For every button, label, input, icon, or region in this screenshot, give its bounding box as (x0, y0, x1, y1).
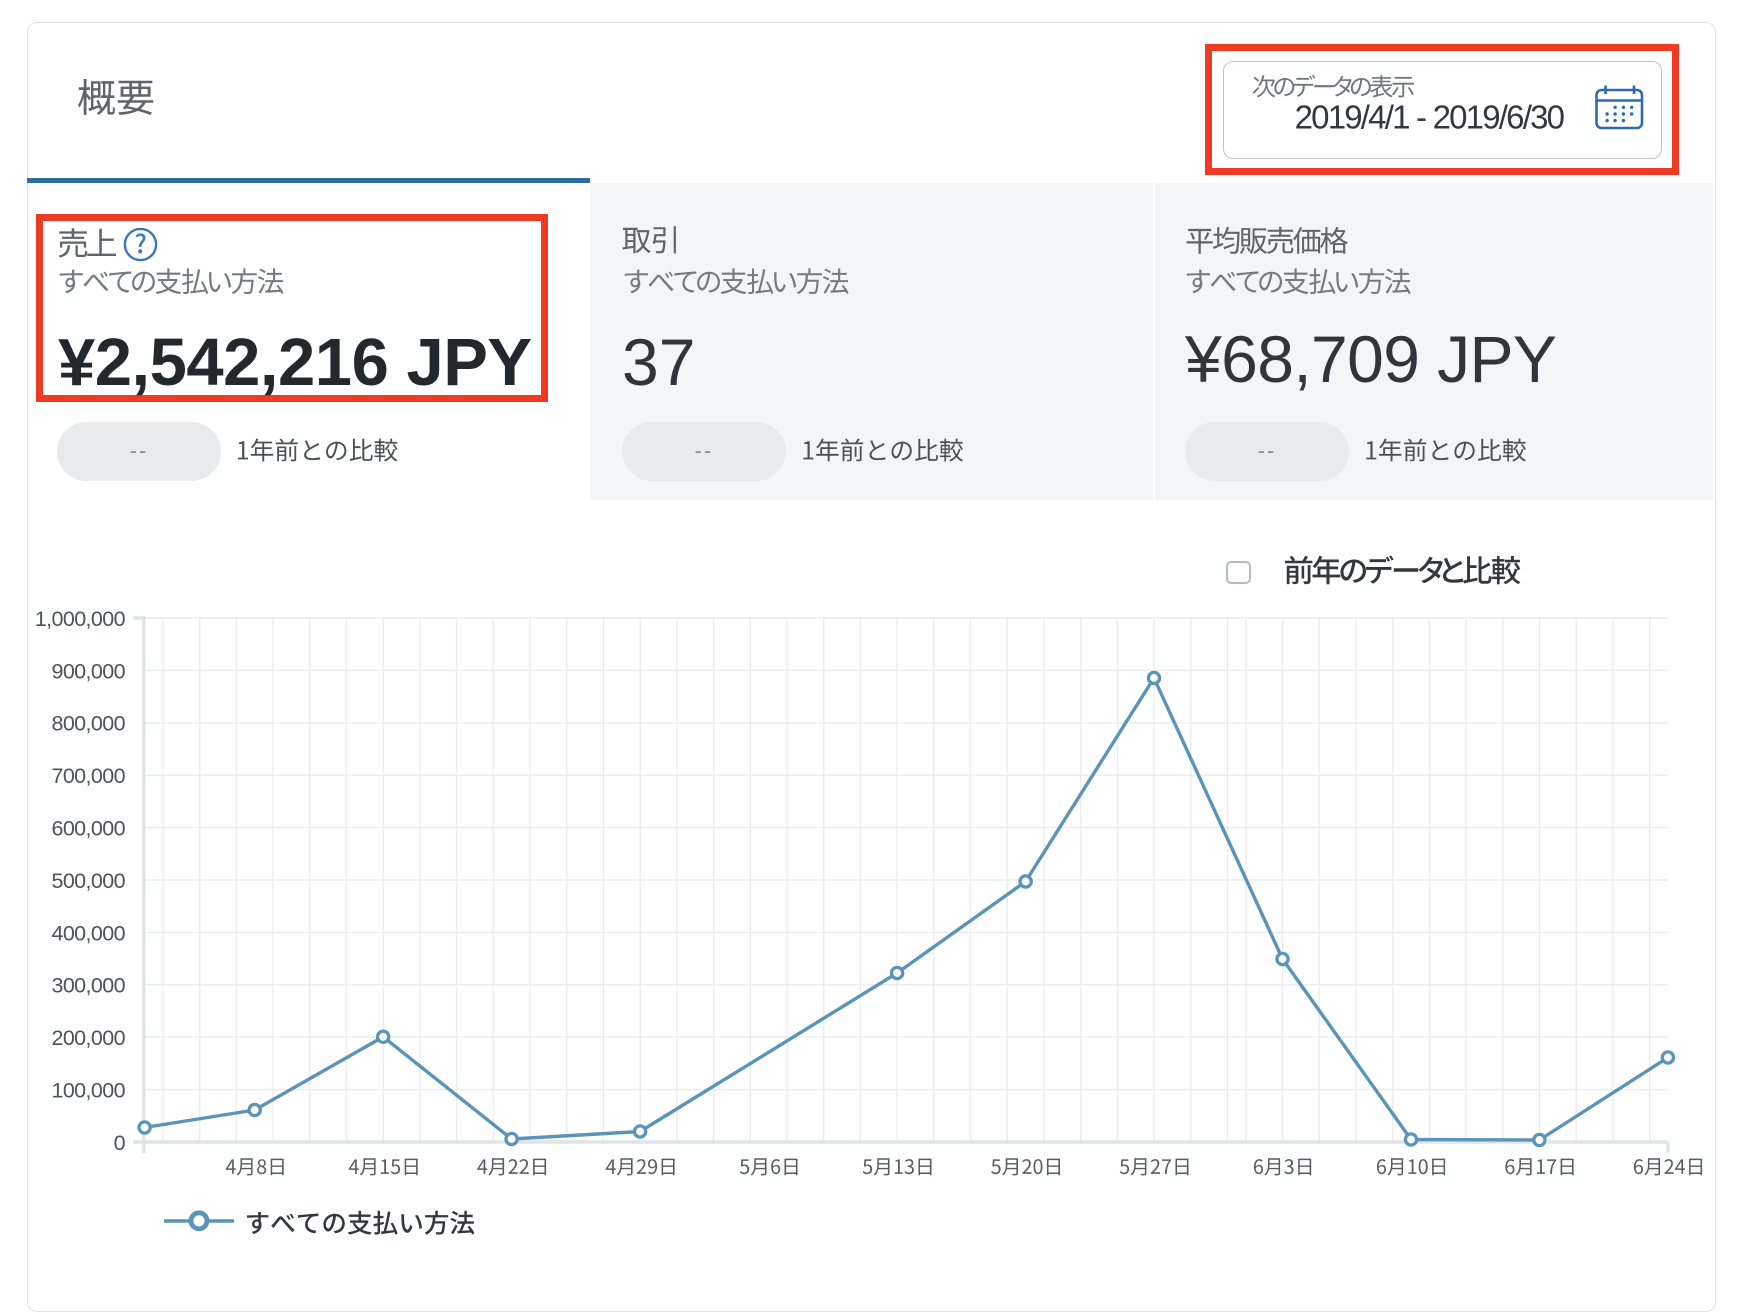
svg-text:700,000: 700,000 (51, 764, 125, 788)
svg-text:¥68,709 JPY: ¥68,709 JPY (1184, 322, 1556, 396)
svg-text:2019/4/1 - 2019/6/30: 2019/4/1 - 2019/6/30 (1295, 99, 1565, 136)
svg-text:500,000: 500,000 (51, 869, 125, 893)
svg-text:200,000: 200,000 (51, 1026, 125, 1050)
svg-text:800,000: 800,000 (51, 712, 125, 736)
svg-text:--: -- (695, 438, 714, 463)
svg-text:37: 37 (622, 325, 695, 399)
svg-text:400,000: 400,000 (51, 921, 125, 945)
svg-text:--: -- (130, 438, 149, 463)
svg-text:600,000: 600,000 (51, 817, 125, 841)
svg-text:¥2,542,216 JPY: ¥2,542,216 JPY (58, 325, 532, 400)
svg-text:100,000: 100,000 (51, 1079, 125, 1103)
svg-text:0: 0 (114, 1131, 126, 1155)
svg-text:--: -- (1258, 438, 1277, 463)
svg-text:300,000: 300,000 (51, 974, 125, 998)
svg-text:1,000,000: 1,000,000 (35, 607, 126, 631)
svg-text:900,000: 900,000 (51, 659, 125, 683)
